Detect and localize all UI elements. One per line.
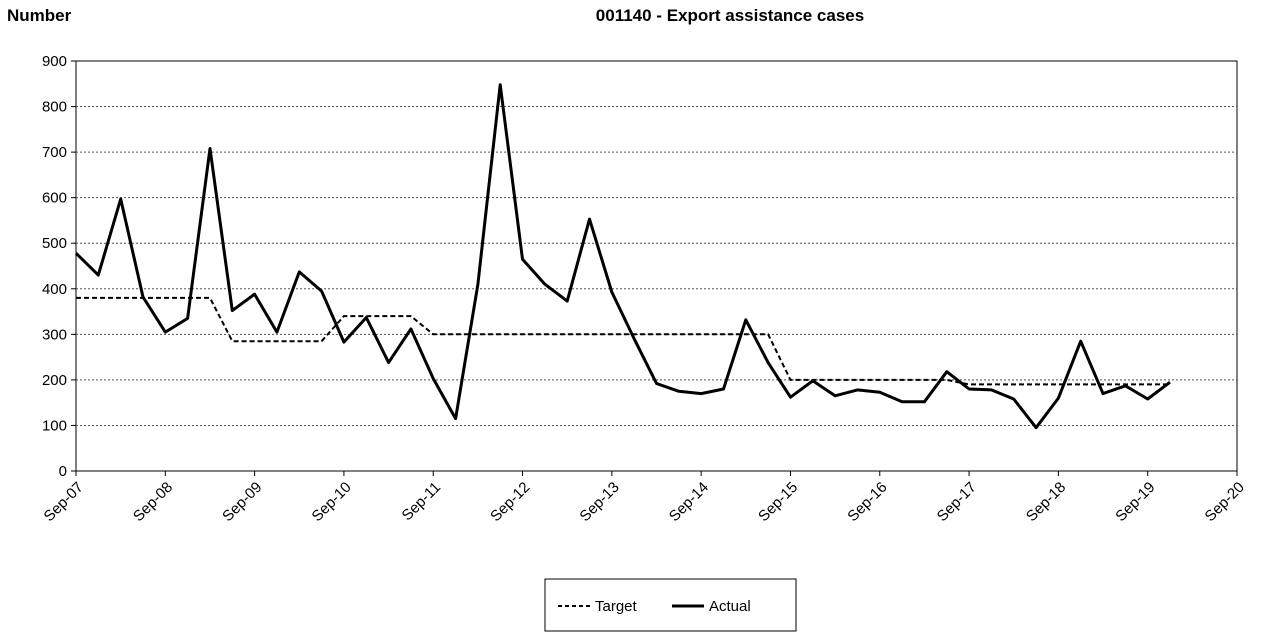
y-tick-label: 900 <box>42 53 67 70</box>
x-tick-label: Sep-19 <box>1112 479 1158 525</box>
x-tick-label: Sep-17 <box>934 479 980 525</box>
y-tick-label: 800 <box>42 99 67 116</box>
chart-title: 001140 - Export assistance cases <box>596 6 864 25</box>
y-tick-label: 500 <box>42 235 67 252</box>
x-tick-label: Sep-18 <box>1023 479 1069 525</box>
series-lines <box>74 83 1171 430</box>
y-tick-label: 100 <box>42 417 67 434</box>
x-tick-label: Sep-08 <box>130 479 176 525</box>
x-tick-label: Sep-13 <box>576 479 622 525</box>
y-tick-label: 600 <box>42 190 67 207</box>
series-line-target <box>76 296 1170 386</box>
gridlines <box>76 106 1237 426</box>
x-axis-ticks: Sep-07 Sep-08 Sep-09 Sep-10 Sep-11 Sep-12 Sep-… <box>41 471 1248 525</box>
legend-label-target: Target <box>595 598 638 615</box>
y-tick-label: 400 <box>42 281 67 298</box>
y-axis-title: Number <box>7 6 72 25</box>
legend-label-actual: Actual <box>709 598 751 615</box>
x-tick-label: Sep-09 <box>219 479 265 525</box>
plot-border <box>75 60 1238 472</box>
x-tick-label: Sep-12 <box>487 479 533 525</box>
y-axis-ticks: 0 100 200 300 400 500 600 700 800 900 <box>42 53 76 480</box>
x-tick-label: Sep-20 <box>1202 479 1248 525</box>
x-tick-label: Sep-11 <box>399 479 444 524</box>
x-tick-label: Sep-14 <box>666 479 712 525</box>
series-line-actual <box>74 83 1171 430</box>
x-tick-label: Sep-07 <box>41 479 87 525</box>
x-tick-label: Sep-16 <box>844 479 890 525</box>
y-tick-label: 0 <box>59 463 67 480</box>
legend: Target Actual <box>544 578 797 632</box>
x-tick-label: Sep-10 <box>309 479 355 525</box>
y-tick-label: 300 <box>42 326 67 343</box>
y-tick-label: 200 <box>42 372 67 389</box>
y-tick-label: 700 <box>42 144 67 161</box>
x-tick-label: Sep-15 <box>755 479 801 525</box>
